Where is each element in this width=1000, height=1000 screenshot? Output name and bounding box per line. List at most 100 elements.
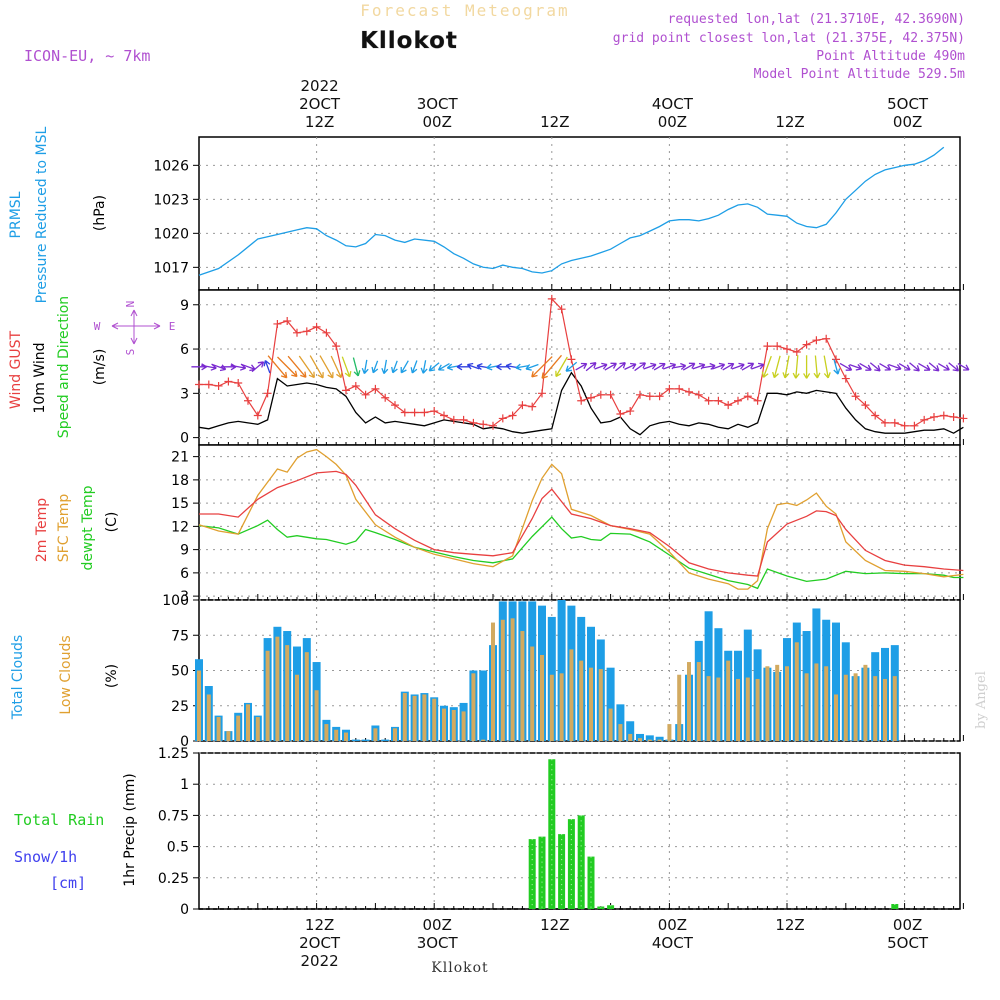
wind-gust-marker	[312, 322, 321, 331]
low-clouds-bar	[657, 739, 662, 741]
wind-direction-arrow	[859, 362, 872, 371]
low-clouds-bar	[716, 677, 721, 741]
bottom-axis-label: 00Z	[658, 916, 687, 934]
rain-bar	[528, 839, 536, 909]
wind-direction-arrow	[594, 362, 608, 370]
total-clouds-bar	[557, 600, 566, 741]
wind-gust-marker	[253, 411, 262, 420]
wind-gust-marker	[763, 342, 772, 351]
bottom-axis-label: 12Z	[540, 916, 569, 934]
wind-gust-marker	[293, 328, 301, 337]
low-clouds-bar	[246, 704, 250, 741]
wind-direction-arrow	[839, 362, 853, 371]
forecast-meteogram-title: Forecast Meteogram	[360, 1, 569, 20]
wind-label-10m: 10m Wind	[32, 342, 48, 413]
low-clouds-bar	[569, 649, 574, 741]
low-clouds-bar	[334, 729, 339, 741]
wind-direction-arrow	[928, 362, 940, 372]
low-clouds-bar	[677, 674, 682, 741]
total-clouds-bar	[636, 733, 644, 741]
wind-direction-arrow	[287, 355, 307, 378]
wind-gust-marker	[371, 384, 380, 393]
wind-panel: 0 3 6 9	[180, 289, 970, 447]
rain-bar	[607, 905, 615, 909]
low-clouds-bar	[834, 694, 838, 741]
top-axis-label: 4OCT	[652, 95, 694, 113]
wind-gust-marker	[734, 396, 742, 405]
wind-direction-arrow	[948, 362, 960, 372]
low-clouds-bar	[549, 674, 554, 741]
wind-gust-marker	[430, 407, 439, 416]
top-axis-label: 12Z	[775, 113, 804, 131]
rain-bar	[577, 815, 585, 909]
total-clouds-bar	[606, 667, 615, 741]
wind-gust-marker	[214, 381, 223, 390]
wind-gust-marker	[920, 415, 929, 424]
temperature-ytick-label: 9	[180, 543, 189, 559]
low-clouds-bar	[314, 690, 319, 741]
wind-gust-marker	[587, 393, 595, 402]
low-clouds-bar	[530, 646, 535, 741]
bottom-axis-label: 2022	[301, 952, 339, 970]
low-clouds-bar	[883, 678, 887, 741]
wind-direction-arrow	[722, 362, 735, 371]
wind-direction-arrow	[624, 362, 637, 370]
wind-gust-marker	[508, 411, 517, 420]
low-clouds-bar	[873, 676, 878, 741]
total-clouds-bar	[381, 739, 390, 741]
low-clouds-bar	[402, 693, 407, 741]
low-clouds-bar	[628, 733, 633, 741]
temp-label-unit: (C)	[104, 512, 120, 533]
low-clouds-bar	[726, 660, 731, 741]
low-clouds-bar	[804, 673, 809, 741]
wind-gust-marker	[773, 342, 782, 351]
bottom-axis-label: 12Z	[775, 916, 804, 934]
wind-direction-arrow	[585, 362, 597, 372]
wind-gust-marker	[283, 317, 292, 325]
wind-direction-arrow	[615, 362, 626, 372]
wind-gust-marker	[792, 348, 801, 356]
wind-gust-marker	[675, 384, 684, 393]
wind-direction-arrow	[662, 362, 677, 370]
wind-gust-marker	[273, 319, 282, 328]
wind-gust-marker	[606, 390, 615, 399]
low-clouds-bar	[500, 619, 505, 741]
low-clouds-bar	[579, 660, 584, 741]
wind-direction-arrow	[267, 355, 288, 379]
wind-label-speed-dir: Speed and Direction	[56, 296, 72, 438]
wind-gust-marker	[440, 411, 448, 420]
total-clouds-bar	[616, 704, 625, 741]
low-clouds-bar	[598, 669, 603, 741]
low-clouds-bar	[618, 724, 623, 741]
clouds-label-low: Low Clouds	[58, 635, 74, 714]
wind-direction-arrow	[565, 361, 578, 372]
wind-direction-arrow	[466, 362, 480, 370]
wind-direction-arrow	[761, 355, 772, 378]
low-clouds-bar	[344, 732, 348, 741]
low-clouds-bar	[255, 717, 260, 741]
station-title: Kllokot	[360, 28, 458, 54]
bottom-axis-label: 5OCT	[887, 934, 929, 952]
low-clouds-bar	[491, 622, 495, 741]
temperature-panel: 3 6 9 12 15 18 21	[171, 444, 964, 605]
low-clouds-bar	[765, 666, 770, 741]
compass-north-label: N	[124, 301, 137, 308]
low-clouds-bar	[696, 662, 701, 741]
low-clouds-bar	[422, 694, 427, 741]
wind-direction-arrow	[701, 362, 716, 370]
temperature-ytick-label: 12	[171, 519, 189, 535]
temp-label-sfc: SFC Temp	[56, 494, 72, 563]
low-clouds-bar	[393, 728, 397, 741]
compass-east-label: E	[169, 320, 176, 333]
low-clouds-bar	[451, 709, 456, 741]
wind-gust-marker	[400, 408, 409, 417]
rain-bar	[567, 819, 575, 909]
low-clouds-bar	[324, 724, 329, 741]
low-clouds-bar	[285, 645, 290, 741]
pressure-ytick-label: 1017	[153, 260, 189, 276]
wind-gust-marker	[881, 418, 889, 427]
wind-gust-marker	[822, 334, 831, 343]
wind-direction-arrow	[849, 363, 863, 371]
bottom-axis-label: 12Z	[305, 916, 334, 934]
low-clouds-bar	[275, 636, 280, 741]
